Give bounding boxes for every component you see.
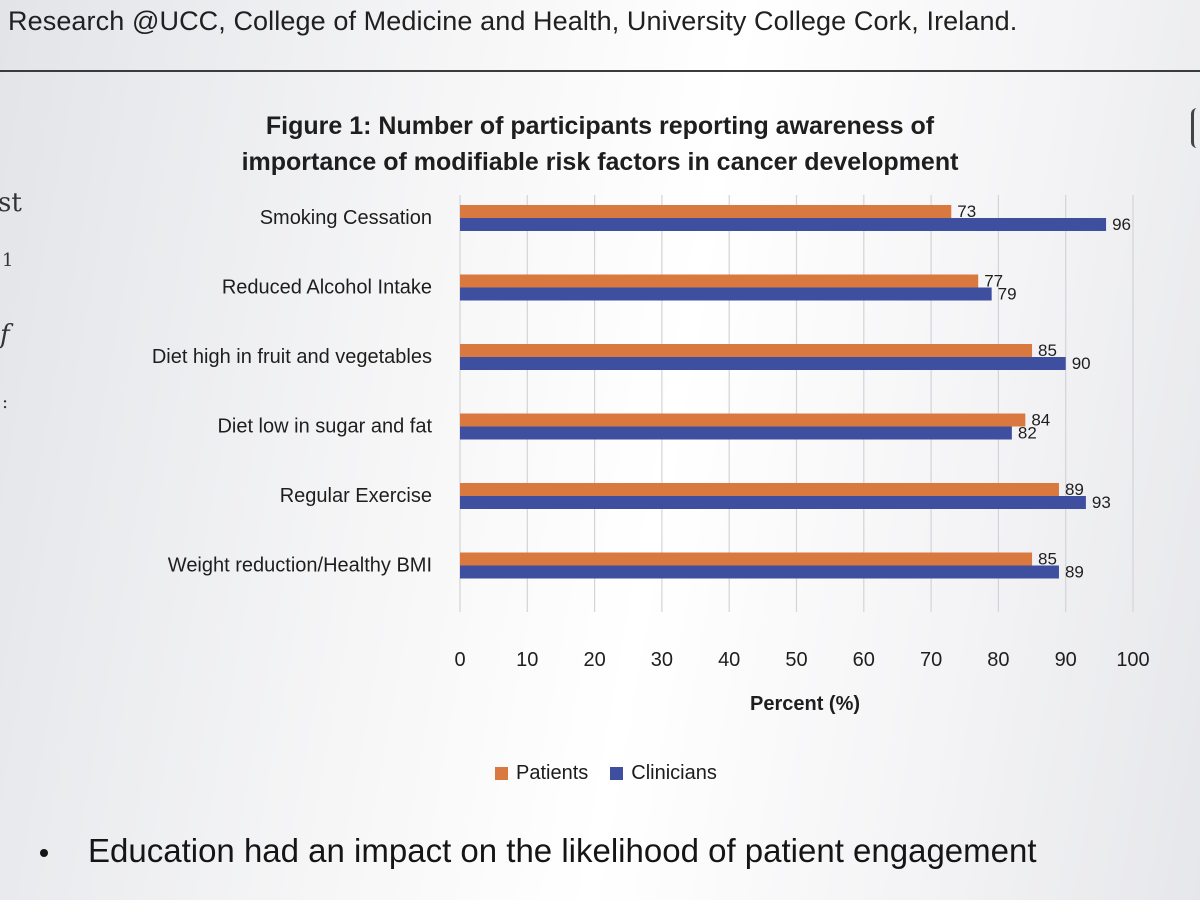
x-tick-label: 0	[454, 649, 465, 671]
header-text: Research @UCC, College of Medicine and H…	[8, 6, 1018, 36]
data-label-clinicians: 89	[1065, 563, 1084, 582]
legend-label-clinicians: Clinicians	[631, 762, 717, 784]
chart-title-line-1: Figure 1: Number of participants reporti…	[265, 112, 935, 140]
bar-patients	[460, 483, 1059, 496]
x-tick-label: 100	[1116, 649, 1149, 671]
data-label-patients: 89	[1065, 480, 1084, 499]
data-label-clinicians: 79	[998, 285, 1017, 304]
x-tick-label: 90	[1055, 649, 1077, 671]
bullet-dot-icon	[40, 849, 48, 858]
legend-swatch-patients	[495, 767, 508, 780]
category-label: Reduced Alcohol Intake	[222, 277, 432, 299]
category-label: Smoking Cessation	[260, 207, 432, 229]
category-label: Diet low in sugar and fat	[217, 416, 432, 438]
x-tick-label: 20	[583, 649, 605, 671]
bar-patients	[460, 413, 1026, 427]
bar-patients	[460, 552, 1033, 566]
data-label-clinicians: 82	[1018, 424, 1037, 443]
legend-label-patients: Patients	[516, 762, 589, 784]
bar-clinicians	[460, 287, 992, 301]
x-tick-label: 80	[987, 649, 1009, 671]
poster-header: Research @UCC, College of Medicine and H…	[0, 0, 1200, 72]
bar-clinicians	[460, 565, 1059, 579]
x-tick-label: 30	[651, 649, 673, 671]
bullet-text: Education had an impact on the likelihoo…	[88, 832, 1037, 869]
data-label-clinicians: 93	[1092, 493, 1111, 512]
cropped-figure-edge	[1191, 108, 1200, 148]
bar-patients	[460, 344, 1033, 357]
x-tick-label: 50	[785, 649, 807, 671]
data-label-patients: 77	[984, 272, 1003, 291]
data-label-patients: 84	[1031, 411, 1050, 430]
bar-patients	[460, 205, 952, 218]
side-fragment-3: f	[0, 320, 10, 350]
data-label-patients: 73	[957, 202, 976, 221]
bar-clinicians	[460, 496, 1086, 509]
x-axis-label: Percent (%)	[750, 693, 860, 715]
x-tick-label: 70	[920, 649, 942, 671]
category-label: Regular Exercise	[280, 485, 432, 507]
side-fragment-2: 1	[2, 250, 14, 271]
legend-item-patients: Patients	[495, 762, 588, 785]
bar-patients	[460, 274, 979, 288]
x-tick-label: 60	[853, 649, 875, 671]
data-label-clinicians: 90	[1072, 354, 1091, 373]
data-label-patients: 85	[1038, 550, 1057, 569]
bar-clinicians	[460, 218, 1107, 231]
category-label: Diet high in fruit and vegetables	[152, 346, 432, 368]
chart-title: Figure 1: Number of participants reporti…	[150, 108, 1050, 180]
chart-legend: Patients Clinicians	[495, 762, 717, 785]
side-fragment-1: st	[0, 188, 22, 218]
bar-clinicians	[460, 357, 1066, 370]
x-tick-label: 10	[516, 649, 538, 671]
data-label-patients: 85	[1038, 341, 1057, 360]
category-label: Weight reduction/Healthy BMI	[168, 555, 432, 577]
bar-clinicians	[460, 426, 1012, 440]
data-label-clinicians: 96	[1112, 215, 1131, 234]
legend-swatch-clinicians	[610, 767, 624, 780]
legend-item-clinicians: Clinicians	[610, 762, 717, 785]
chart-title-line-2: importance of modifiable risk factors in…	[241, 148, 959, 176]
side-fragment-4: :	[2, 392, 9, 413]
x-tick-label: 40	[718, 649, 740, 671]
bullet-point: Education had an impact on the likelihoo…	[40, 832, 1037, 870]
